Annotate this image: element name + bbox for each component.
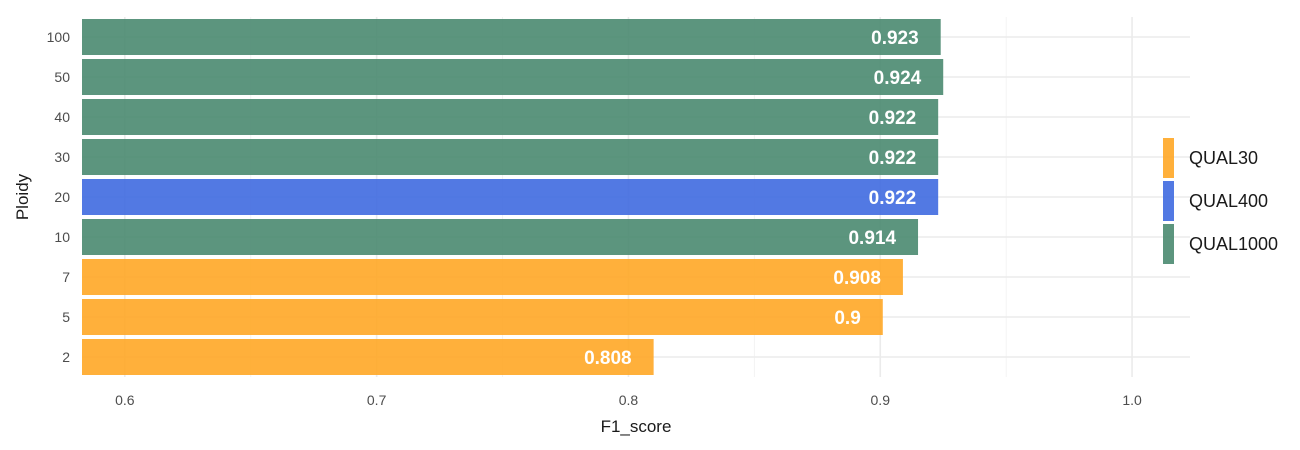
y-tick-label: 30 — [54, 149, 70, 165]
legend-label: QUAL1000 — [1189, 234, 1278, 254]
bar — [82, 339, 654, 375]
x-axis-title: F1_score — [601, 417, 672, 436]
x-tick-label: 0.7 — [367, 392, 387, 408]
y-axis-tick-labels: 100 50 40 30 20 10 7 5 2 — [47, 29, 71, 365]
bar — [82, 299, 883, 335]
bar-value-label: 0.922 — [869, 188, 917, 209]
bar-value-label: 0.922 — [869, 108, 917, 129]
bar-value-label: 0.923 — [871, 28, 919, 49]
legend-key — [1163, 138, 1174, 178]
y-tick-label: 100 — [47, 29, 71, 45]
bar-value-label: 0.924 — [874, 68, 922, 89]
x-axis-tick-labels: 0.6 0.7 0.8 0.9 1.0 — [115, 392, 1142, 408]
bar — [82, 59, 944, 95]
bar-value-label: 0.908 — [833, 268, 881, 289]
legend: QUAL30 QUAL400 QUAL1000 — [1163, 138, 1278, 264]
y-tick-label: 20 — [54, 189, 70, 205]
y-tick-label: 50 — [54, 69, 70, 85]
bar — [82, 219, 919, 255]
bar — [82, 19, 941, 55]
legend-label: QUAL400 — [1189, 191, 1268, 211]
bar-value-label: 0.922 — [869, 148, 917, 169]
y-tick-label: 5 — [62, 309, 70, 325]
bar — [82, 99, 939, 135]
bar — [82, 179, 939, 215]
bar-value-label: 0.808 — [584, 348, 632, 369]
y-tick-label: 40 — [54, 109, 70, 125]
legend-key — [1163, 181, 1174, 221]
bar-value-label: 0.9 — [834, 308, 860, 329]
y-tick-label: 10 — [54, 229, 70, 245]
bar — [82, 259, 903, 295]
bar-value-label: 0.914 — [848, 228, 896, 249]
y-axis-title: Ploidy — [13, 173, 32, 220]
x-tick-label: 0.9 — [871, 392, 891, 408]
legend-label: QUAL30 — [1189, 148, 1258, 168]
x-tick-label: 0.8 — [619, 392, 639, 408]
bars — [82, 19, 944, 375]
y-tick-label: 2 — [62, 349, 70, 365]
y-tick-label: 7 — [62, 269, 70, 285]
legend-key — [1163, 224, 1174, 264]
x-tick-label: 0.6 — [115, 392, 135, 408]
x-tick-label: 1.0 — [1122, 392, 1142, 408]
bar-labels: 0.923 0.924 0.922 0.922 0.922 0.914 0.908 0.9 0.… — [584, 28, 922, 369]
bar — [82, 139, 939, 175]
